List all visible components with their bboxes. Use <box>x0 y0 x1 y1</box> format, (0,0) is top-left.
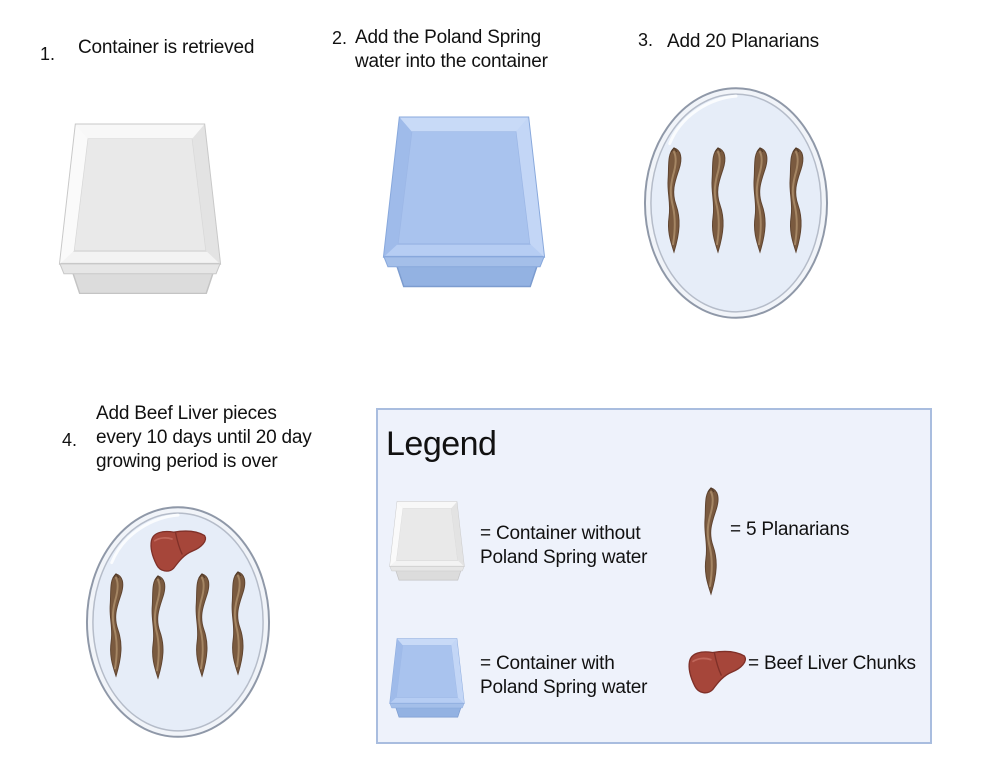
legend-item-empty-container: = Container without Poland Spring water <box>480 523 648 568</box>
water-container-icon <box>382 116 546 288</box>
legend-item-beef-liver: = Beef Liver Chunks <box>748 653 916 674</box>
petri-dish-planarians-liver <box>85 505 271 739</box>
step-1-number: 1. <box>40 44 56 64</box>
legend-panel <box>376 408 932 744</box>
step-3-number: 3. <box>638 30 654 50</box>
petri-dish-planarians <box>643 86 829 320</box>
planarian-icon <box>703 486 720 596</box>
legend-item-water-container: = Container with Poland Spring water <box>480 653 648 698</box>
legend-item-planarians: = 5 Planarians <box>730 519 850 540</box>
step-4-label: Add Beef Liver pieces every 10 days unti… <box>96 403 312 472</box>
step-2-label: Add the Poland Spring water into the con… <box>355 27 548 72</box>
beef-liver-icon <box>688 650 747 694</box>
legend-title: Legend <box>386 425 497 463</box>
step-1-label: Container is retrieved <box>78 37 255 58</box>
step-2-number: 2. <box>332 28 348 48</box>
step-3-label: Add 20 Planarians <box>667 31 819 52</box>
water-container-icon <box>389 638 465 718</box>
empty-container-icon <box>58 123 222 294</box>
step-4-number: 4. <box>62 430 78 450</box>
empty-container-icon <box>389 501 465 581</box>
